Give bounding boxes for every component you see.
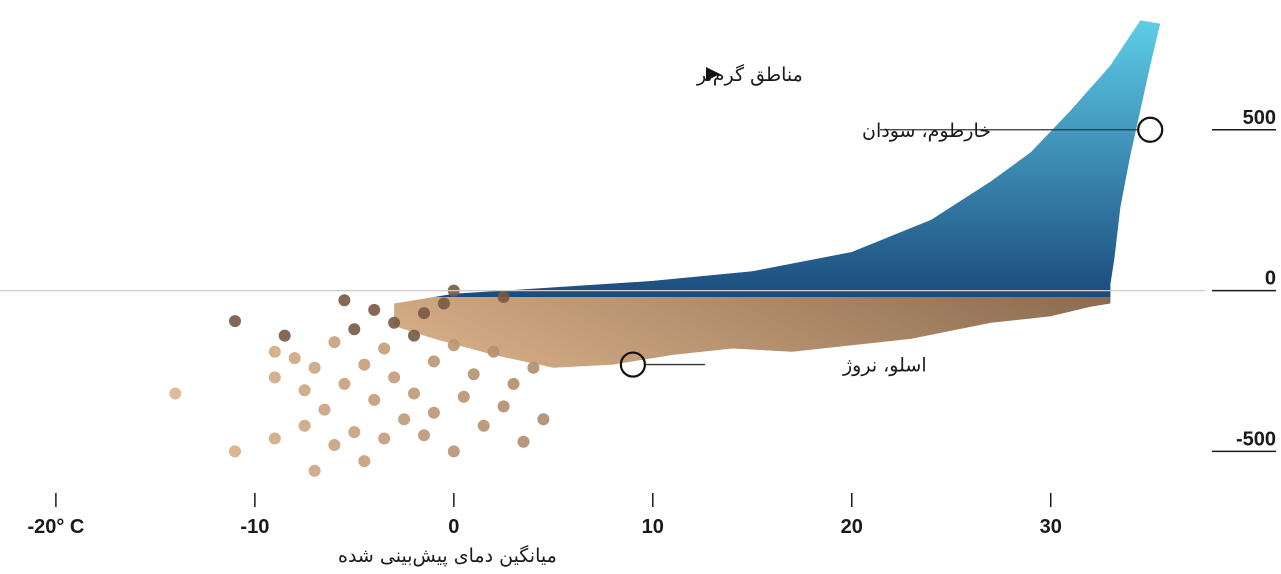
x-tick-label: -20° C: [27, 516, 84, 538]
data-point: [318, 403, 331, 416]
data-point: [368, 303, 381, 316]
y-tick-label: 0: [1265, 268, 1276, 290]
data-point: [328, 336, 341, 349]
annotations: خارطوم، سودان اسلو، نروژ: [619, 116, 1164, 378]
data-point: [408, 329, 420, 342]
data-point: [308, 361, 321, 374]
x-tick-label: 20: [841, 516, 863, 538]
data-point: [308, 464, 321, 477]
y-tick-label: -500: [1236, 428, 1276, 450]
data-point: [497, 400, 510, 413]
data-point: [298, 384, 311, 397]
annotation-marker: [619, 351, 646, 378]
data-point: [378, 432, 391, 445]
legend-note: مناطق گرم‌تر: [696, 63, 803, 86]
annotation: اسلو، نروژ: [619, 351, 927, 378]
data-point: [388, 371, 401, 384]
data-point: [298, 419, 311, 432]
data-point: [348, 426, 361, 439]
x-tick-label: -10: [240, 516, 269, 538]
data-point: [517, 435, 530, 448]
data-point: [398, 413, 411, 426]
x-axis-label: میانگین دمای پیش‌بینی شده: [338, 544, 557, 567]
y-tick-label: 500: [1243, 107, 1276, 129]
data-point: [527, 361, 540, 374]
data-point: [358, 358, 371, 371]
data-point: [437, 297, 450, 310]
data-point: [408, 387, 420, 400]
data-point: [467, 368, 480, 381]
data-point: [268, 345, 281, 358]
data-point: [477, 419, 490, 432]
outlier-points: [169, 284, 550, 477]
data-point: [457, 390, 470, 403]
cloud-negative: [394, 297, 1111, 368]
data-point: [427, 406, 440, 419]
annotation-label: اسلو، نروژ: [842, 355, 927, 377]
data-point: [368, 393, 381, 406]
data-point: [328, 439, 341, 451]
data-point: [497, 291, 510, 303]
data-point: [447, 445, 460, 458]
legend-note-text: مناطق گرم‌تر: [696, 63, 803, 86]
data-point: [288, 352, 301, 365]
data-point: [507, 377, 520, 390]
data-point: [537, 413, 550, 426]
data-point: [418, 429, 430, 442]
data-point: [348, 323, 361, 336]
arrow-right-icon: [706, 67, 720, 81]
data-point: [338, 377, 351, 390]
data-point: [418, 307, 430, 320]
data-point: [487, 345, 500, 358]
cloud-positive: [434, 20, 1161, 297]
data-point: [388, 316, 401, 329]
data-point: [229, 445, 241, 458]
x-tick-label: 0: [448, 516, 459, 538]
data-point: [268, 432, 281, 445]
y-axis: 500 0 -500: [1212, 107, 1276, 453]
x-tick-label: 10: [642, 516, 664, 538]
data-point: [278, 329, 291, 342]
annotation-marker: [1137, 116, 1164, 143]
data-point: [447, 339, 460, 352]
data-point: [169, 387, 182, 400]
data-point: [378, 342, 391, 355]
data-point: [268, 371, 281, 384]
annotation: خارطوم، سودان: [862, 116, 1164, 143]
annotation-label: خارطوم، سودان: [862, 120, 991, 142]
data-point: [229, 315, 241, 328]
data-point: [338, 294, 351, 307]
x-tick-label: 30: [1040, 516, 1062, 538]
data-point: [427, 355, 440, 368]
x-axis: -20° C -10 0 10 20 30: [27, 493, 1062, 538]
point-cloud: [394, 20, 1161, 368]
data-point: [358, 455, 371, 468]
